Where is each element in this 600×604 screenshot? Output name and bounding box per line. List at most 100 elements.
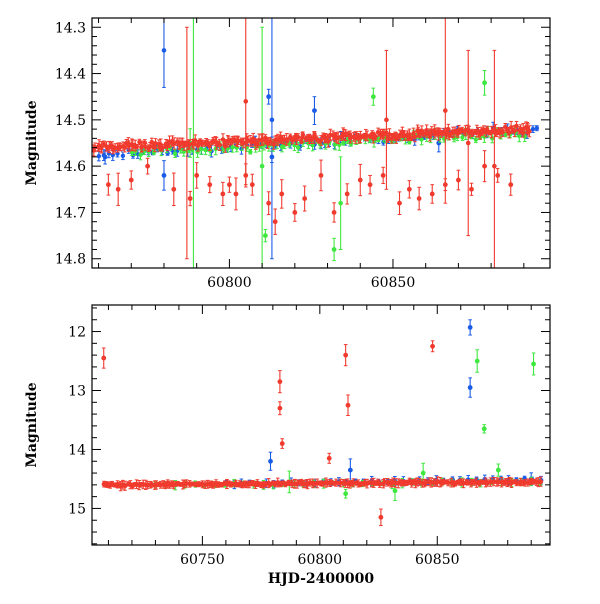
data-point [292,203,298,222]
data-point [279,179,285,209]
data-point [233,177,239,211]
data-point [456,169,461,191]
bottom-panel-y-axis-label: Magnitude [24,382,40,467]
data-point [118,481,124,492]
data-point [378,508,384,527]
data-point [172,149,178,158]
data-point [161,18,167,88]
data-point [538,476,544,487]
bottom-panel-x-tick-labels: 60750 60800 60850 [180,552,459,568]
y-tick-label: 15 [68,501,86,517]
data-point [320,480,326,487]
data-point [430,340,435,353]
y-tick-label: 14.3 [55,20,86,36]
data-point [343,344,349,367]
x-tick-label: 60800 [207,275,252,291]
data-point [300,131,306,138]
data-point [259,26,265,268]
y-tick-label: 13 [68,384,86,400]
data-point [341,140,346,146]
data-point [347,458,353,482]
data-point [370,87,376,106]
data-point [120,141,126,151]
data-point [311,481,317,487]
data-point [380,166,386,185]
x-tick-label: 60750 [180,552,225,568]
top-panel-y-tick-labels: 14.3 14.4 14.5 14.6 14.7 14.8 [55,20,86,267]
data-point [508,173,514,196]
data-point [102,149,108,165]
data-point [285,137,290,144]
data-point [406,180,412,199]
y-tick-label: 14.7 [55,205,86,221]
data-point [263,134,268,142]
bottom-panel-data [101,319,544,527]
data-point [227,176,232,193]
data-point [279,438,285,449]
data-point [326,452,332,464]
data-point [184,26,190,260]
bottom-panel: 60750 60800 60850 12 13 14 15 Magnitude HJD-2… [24,304,551,587]
data-point [384,49,389,190]
data-point [249,173,255,196]
data-point [118,143,123,152]
data-point [207,176,213,194]
data-point [184,479,189,488]
data-point [228,137,233,146]
data-point [126,140,132,152]
data-point [101,347,107,369]
data-point [220,181,226,207]
data-point [343,488,349,499]
data-point [338,156,343,250]
data-point [364,130,370,142]
data-point [424,124,429,136]
top-panel: 60800 60850 14.3 14.4 14.5 14.6 14.7 14.8 Magn… [24,17,551,291]
data-point [145,157,151,175]
data-point [268,451,273,471]
top-panel-frame [91,17,551,269]
data-point [495,168,501,183]
y-tick-label: 14.5 [55,113,86,129]
data-point [120,151,126,161]
data-point [416,186,422,211]
bottom-panel-ticks [92,305,550,545]
data-point [344,183,350,205]
x-tick-label: 60800 [298,552,343,568]
data-point [134,143,139,150]
data-point [397,191,402,215]
data-point [495,463,501,477]
data-point [105,173,111,196]
data-point [409,135,414,142]
data-point [187,190,193,207]
data-point [527,125,532,138]
data-point [482,150,487,183]
y-tick-label: 14.8 [55,252,86,268]
data-point [492,49,497,268]
data-point [331,202,337,223]
data-point [443,18,448,204]
data-point [469,182,474,196]
x-tick-label: 60850 [415,552,460,568]
bottom-panel-frame [91,304,551,546]
data-point [160,144,165,152]
y-tick-label: 14 [68,442,86,458]
data-point [367,174,373,195]
data-point [272,208,278,235]
data-point [171,172,177,207]
data-point [474,349,480,373]
bottom-panel-x-axis-label: HJD-2400000 [268,571,375,587]
data-point [530,125,536,133]
data-point [481,424,487,434]
data-point [429,184,435,204]
top-panel-x-tick-labels: 60800 60850 [207,275,415,291]
y-tick-label: 12 [68,325,86,341]
data-point [161,160,167,191]
data-point [217,138,222,151]
data-point [318,159,324,192]
data-point [262,228,268,243]
data-point [248,148,253,155]
data-point [128,170,134,190]
data-point [195,140,201,152]
data-point [387,128,392,141]
